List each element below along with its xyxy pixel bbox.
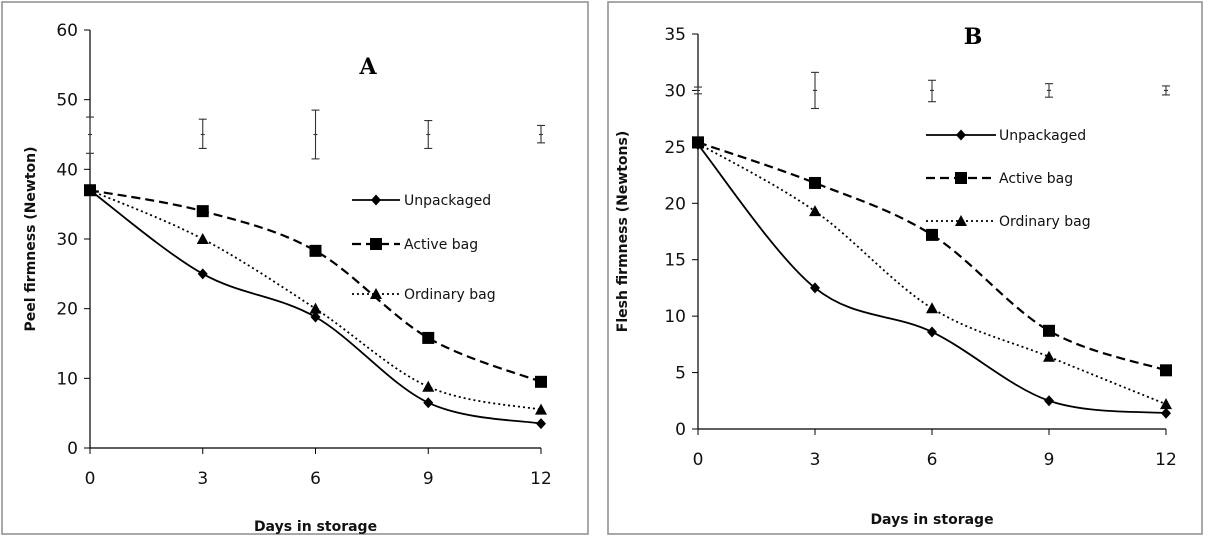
legend-marker bbox=[955, 215, 967, 226]
legend-marker bbox=[956, 129, 966, 141]
data-point-unpackaged bbox=[197, 268, 208, 280]
y-tick-label: 20 bbox=[56, 300, 78, 320]
legend-label: Active bag bbox=[999, 171, 1073, 187]
legend-label: Ordinary bag bbox=[404, 287, 496, 303]
data-point-active-bag bbox=[1160, 364, 1172, 377]
data-point-unpackaged bbox=[1044, 395, 1054, 407]
y-tick-label: 15 bbox=[664, 251, 686, 271]
series-line-unpackaged bbox=[697, 144, 1167, 415]
x-tick-label: 6 bbox=[310, 469, 321, 489]
y-axis-label: Peel firmness (Newton) bbox=[23, 146, 39, 331]
data-point-active-bag bbox=[422, 331, 435, 344]
x-tick-label: 0 bbox=[693, 450, 704, 470]
x-tick-label: 3 bbox=[197, 469, 208, 489]
data-point-ordinary-bag bbox=[309, 302, 322, 314]
x-tick-label: 9 bbox=[1044, 450, 1055, 470]
data-point-active-bag bbox=[196, 205, 209, 218]
data-point-ordinary-bag bbox=[422, 380, 435, 392]
data-point-unpackaged bbox=[927, 326, 937, 338]
legend-label: Ordinary bag bbox=[999, 214, 1091, 230]
data-point-ordinary-bag bbox=[809, 205, 821, 217]
y-tick-label: 30 bbox=[664, 81, 686, 101]
chart-a: 0 10 20 30 40 50 60 0 3 6 9 12 Peel firmness (Newton… bbox=[1, 1, 589, 535]
legend-label: Active bag bbox=[404, 237, 478, 253]
y-tick-label: 30 bbox=[56, 230, 78, 250]
legend-marker bbox=[371, 194, 381, 206]
legend-marker bbox=[370, 288, 382, 299]
data-point-ordinary-bag bbox=[1160, 398, 1172, 410]
y-tick-label: 0 bbox=[675, 420, 686, 440]
data-point-active-bag bbox=[309, 244, 322, 257]
data-point-ordinary-bag bbox=[196, 233, 209, 244]
x-tick-label: 12 bbox=[530, 469, 552, 489]
chart-b: 0 5 10 15 20 25 30 35 0 3 6 9 12 Flesh firmness (Newt… bbox=[607, 1, 1203, 535]
data-point-unpackaged bbox=[310, 311, 321, 323]
legend-marker bbox=[370, 238, 382, 250]
data-point-ordinary-bag bbox=[84, 184, 96, 196]
data-point-ordinary-bag bbox=[1043, 350, 1055, 362]
y-tick-label: 20 bbox=[664, 194, 686, 214]
legend-label: Unpackaged bbox=[999, 128, 1086, 144]
y-tick-label: 5 bbox=[675, 364, 686, 384]
panel-label: B bbox=[964, 24, 983, 50]
data-point-ordinary-bag bbox=[535, 403, 547, 415]
chart-frame bbox=[1, 1, 589, 535]
y-tick-label: 35 bbox=[664, 25, 686, 45]
data-point-unpackaged bbox=[810, 282, 820, 294]
data-point-active-bag bbox=[926, 228, 938, 241]
x-axis-label: Days in storage bbox=[870, 512, 993, 528]
y-tick-label: 10 bbox=[664, 307, 686, 327]
data-point-unpackaged bbox=[423, 397, 434, 409]
x-axis-label: Days in storage bbox=[254, 519, 377, 535]
legend-marker bbox=[955, 172, 967, 184]
y-tick-label: 50 bbox=[56, 91, 78, 111]
y-axis-label: Flesh firmness (Newtons) bbox=[615, 131, 631, 332]
panel-label: A bbox=[358, 54, 377, 80]
data-point-unpackaged bbox=[1161, 407, 1171, 419]
data-point-ordinary-bag bbox=[692, 137, 704, 149]
data-point-ordinary-bag bbox=[926, 302, 938, 314]
chart-frame bbox=[607, 1, 1203, 535]
series-line-ordinary-bag bbox=[697, 142, 1167, 406]
data-point-active-bag bbox=[809, 176, 821, 189]
x-tick-label: 3 bbox=[810, 450, 821, 470]
x-tick-label: 0 bbox=[85, 469, 96, 489]
x-tick-label: 6 bbox=[927, 450, 938, 470]
y-tick-label: 40 bbox=[56, 160, 78, 180]
data-point-unpackaged bbox=[536, 418, 546, 430]
x-tick-label: 9 bbox=[423, 469, 434, 489]
legend-label: Unpackaged bbox=[404, 193, 491, 209]
data-point-active-bag bbox=[535, 375, 547, 388]
y-tick-label: 60 bbox=[56, 21, 78, 41]
data-point-active-bag bbox=[1043, 324, 1055, 337]
x-tick-label: 12 bbox=[1155, 450, 1177, 470]
y-tick-label: 25 bbox=[664, 138, 686, 158]
y-tick-label: 0 bbox=[67, 439, 78, 459]
y-tick-label: 10 bbox=[56, 369, 78, 389]
